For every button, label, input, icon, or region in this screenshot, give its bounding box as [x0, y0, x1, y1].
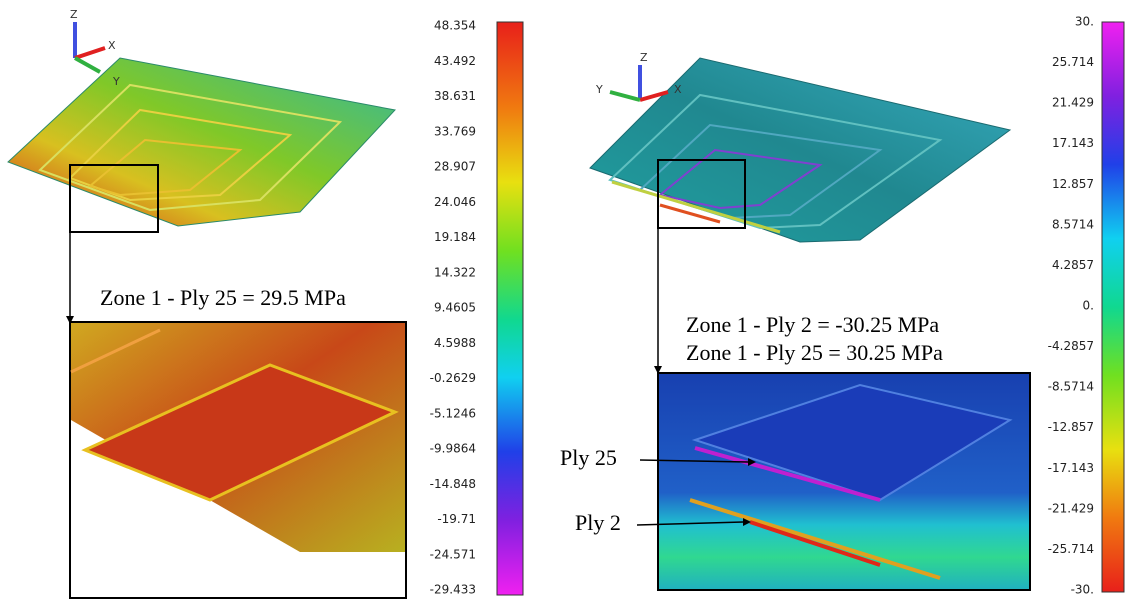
colorbar-tick-label: 25.714: [1052, 55, 1094, 69]
colorbar-tick-label: 48.354: [434, 19, 476, 33]
colorbar-tick-label: 4.2857: [1052, 258, 1094, 272]
colorbar-tick-label: 24.046: [434, 195, 476, 209]
colorbar-tick-label: 17.143: [1052, 136, 1094, 150]
figure: Z X Y Zone 1 - Ply 25 = 29.5 MPa 48.3544…: [0, 0, 1126, 606]
axis-label: X: [108, 39, 116, 52]
colorbar-tick-label: 9.4605: [434, 301, 476, 315]
colorbar-tick-label: -29.433: [430, 583, 476, 597]
colorbar: [1102, 22, 1124, 592]
colorbar-ticks: 48.354 43.492 38.631 33.769 28.907 24.046 19.1…: [430, 19, 476, 597]
colorbar-tick-label: 14.322: [434, 265, 476, 279]
axis-label: Z: [640, 51, 648, 64]
colorbar-ticks: 30. 25.714 21.429 17.143 12.857 8.5714 4.2857 0…: [1048, 15, 1094, 597]
axis-label: X: [674, 83, 682, 96]
colorbar-tick-label: 21.429: [1052, 96, 1094, 110]
callout: Ply 2: [575, 510, 621, 535]
colorbar-tick-label: -30.: [1071, 583, 1094, 597]
colorbar-tick-label: 33.769: [434, 124, 476, 138]
callout: Ply 25: [560, 445, 617, 470]
left-axes-triad: Z X Y: [70, 8, 120, 88]
annotation: Zone 1 - Ply 25 = 30.25 MPa: [686, 340, 943, 365]
colorbar-tick-label: -17.143: [1048, 461, 1094, 475]
annotation: Zone 1 - Ply 25 = 29.5 MPa: [100, 285, 346, 310]
colorbar-tick-label: -19.71: [437, 512, 476, 526]
colorbar-tick-label: 28.907: [434, 160, 476, 174]
colorbar-tick-label: -14.848: [430, 477, 476, 491]
colorbar-tick-label: 0.: [1083, 299, 1094, 313]
left-model: [8, 58, 406, 598]
colorbar-tick-label: -0.2629: [430, 371, 476, 385]
colorbar-tick-label: -4.2857: [1048, 339, 1094, 353]
colorbar-tick-label: 12.857: [1052, 177, 1094, 191]
colorbar-tick-label: -24.571: [430, 547, 476, 561]
colorbar-tick-label: -8.5714: [1048, 380, 1094, 394]
colorbar-tick-label: 38.631: [434, 89, 476, 103]
colorbar-tick-label: -5.1246: [430, 406, 476, 420]
colorbar-tick-label: 4.5988: [434, 336, 476, 350]
colorbar-tick-label: 8.5714: [1052, 217, 1094, 231]
axis-label: Y: [112, 75, 120, 88]
colorbar-tick-label: -12.857: [1048, 420, 1094, 434]
colorbar-tick-label: -25.714: [1048, 542, 1094, 556]
axis-label: Z: [70, 8, 78, 21]
colorbar-tick-label: -9.9864: [430, 442, 476, 456]
colorbar: [497, 22, 523, 595]
annotation: Zone 1 - Ply 2 = -30.25 MPa: [686, 312, 939, 337]
colorbar-tick-label: 43.492: [434, 54, 476, 68]
colorbar-tick-label: 30.: [1075, 15, 1094, 29]
axis-label: Y: [595, 83, 603, 96]
colorbar-tick-label: -21.429: [1048, 501, 1094, 515]
colorbar-tick-label: 19.184: [434, 230, 476, 244]
